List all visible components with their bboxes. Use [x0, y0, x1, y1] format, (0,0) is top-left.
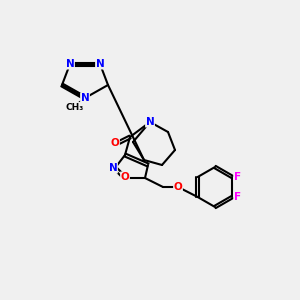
Text: N: N — [96, 59, 104, 69]
Text: O: O — [111, 138, 119, 148]
Text: O: O — [174, 182, 182, 192]
Text: O: O — [121, 172, 129, 182]
Text: CH₃: CH₃ — [66, 103, 84, 112]
Text: F: F — [234, 172, 241, 182]
Text: N: N — [66, 59, 74, 69]
Text: F: F — [234, 192, 241, 202]
Text: N: N — [146, 117, 154, 127]
Text: N: N — [81, 93, 89, 103]
Text: N: N — [109, 163, 117, 173]
